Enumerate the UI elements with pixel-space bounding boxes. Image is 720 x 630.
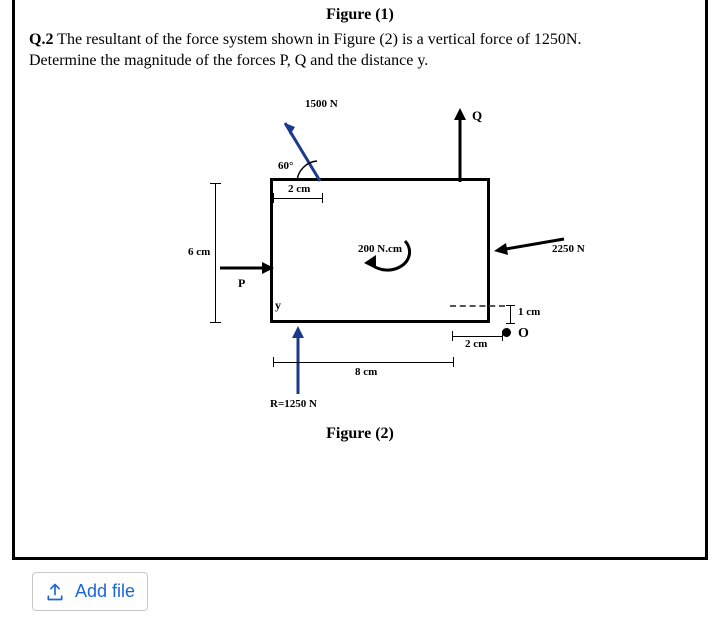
moment-200-arrow <box>360 233 420 283</box>
dim-6cm-line <box>215 183 216 323</box>
question-label: Q.2 <box>29 31 53 48</box>
angle-60-arc <box>295 156 335 186</box>
angle-60-label: 60° <box>278 160 293 172</box>
dim-2cm-top-line <box>273 198 323 199</box>
dim-1cm-label: 1 cm <box>518 306 540 318</box>
upload-icon <box>45 582 65 602</box>
figure2-caption: Figure (2) <box>110 425 610 443</box>
figure1-caption: Figure (1) <box>29 6 691 24</box>
force-2250-label: 2250 N <box>552 243 585 255</box>
question-line1: The resultant of the force system shown … <box>57 31 581 48</box>
question-line2: Determine the magnitude of the forces P,… <box>29 52 428 69</box>
force-R-arrow <box>288 324 308 396</box>
force-Q-label: Q <box>472 108 482 124</box>
force-R-label: R=1250 N <box>270 398 317 410</box>
y-label: y <box>275 298 281 313</box>
force-P-label: P <box>238 276 245 291</box>
figure2-diagram: 1500 N 60° 2 cm Q 6 cm P <box>110 78 610 448</box>
add-file-label: Add file <box>75 581 135 602</box>
dim-2cm-top-label: 2 cm <box>288 183 310 195</box>
force-P-arrow <box>218 258 276 278</box>
question-text: Q.2 The resultant of the force system sh… <box>29 30 691 72</box>
dim-6cm-label: 6 cm <box>188 246 210 258</box>
document-frame: Figure (1) Q.2 The resultant of the forc… <box>12 0 708 560</box>
moment-200-label: 200 N.cm <box>358 243 402 255</box>
dim-2cm-bottom-label: 2 cm <box>465 338 487 350</box>
dashed-offset-line <box>450 305 505 307</box>
dim-8cm-line <box>273 362 453 363</box>
add-file-button[interactable]: Add file <box>32 572 148 611</box>
point-O-label: O <box>518 326 529 342</box>
dim-1cm-line <box>510 305 511 323</box>
force-1500-label: 1500 N <box>305 98 338 110</box>
force-Q-arrow <box>450 106 470 184</box>
dim-2cm-bottom-line <box>452 336 502 337</box>
dim-8cm-label: 8 cm <box>355 366 377 378</box>
point-O <box>502 328 511 337</box>
